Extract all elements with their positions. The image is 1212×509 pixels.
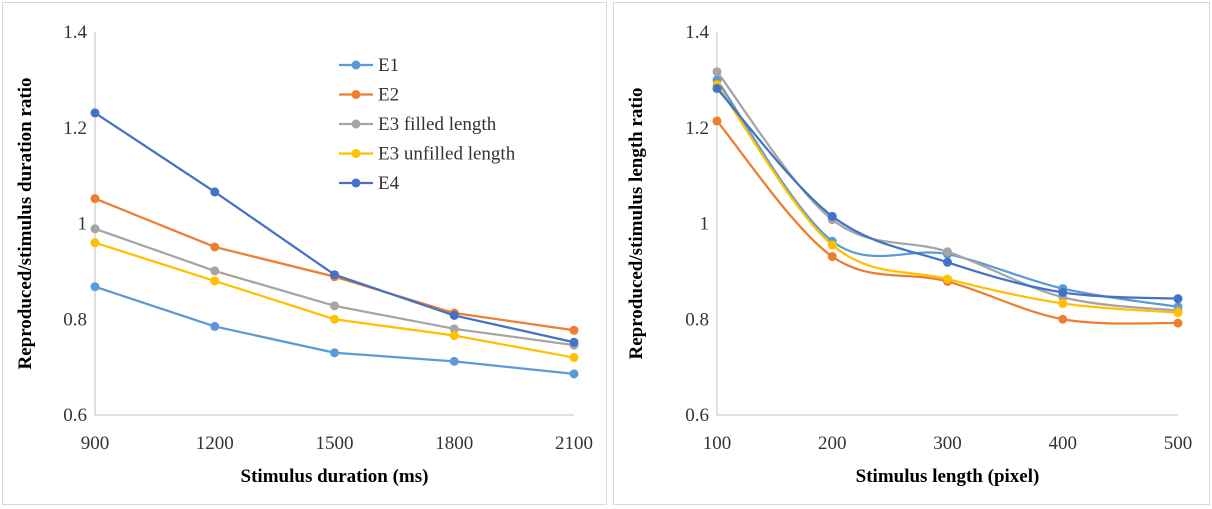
data-point [90, 224, 100, 234]
legend-swatch-marker [351, 90, 361, 99]
legend-swatch-marker [351, 119, 361, 129]
y-tick-label: 1.4 [63, 22, 87, 43]
legend-item-e1: E1 [339, 55, 399, 76]
data-point [943, 274, 952, 284]
data-point [210, 321, 220, 331]
y-tick-label: 0.8 [685, 309, 709, 330]
legend-swatch-marker [351, 149, 361, 158]
data-point [330, 314, 339, 324]
length-ratio-chart: 0.6 0.8 1 1.2 1.4 100 200 300 400 500 Stimulus len… [626, 22, 1193, 487]
data-point [1173, 294, 1183, 304]
data-point [827, 211, 837, 221]
data-point [827, 252, 837, 262]
legend-item-e2: E2 [339, 85, 399, 106]
series-line [716, 79, 1179, 308]
data-point [943, 247, 952, 257]
data-point [1173, 308, 1183, 318]
x-tick-label: 500 [1164, 433, 1193, 454]
x-tick-label: 400 [1049, 433, 1078, 454]
data-point [1058, 287, 1068, 297]
series-line [716, 71, 1179, 312]
x-tick-label: 200 [818, 433, 847, 454]
data-point [330, 348, 339, 358]
x-tick-label: 300 [933, 433, 962, 454]
x-tick-label: 2100 [555, 433, 593, 454]
series-e3-filled-length [90, 224, 579, 350]
x-tick-label: 1500 [316, 433, 354, 454]
series-e3-unfilled-length [90, 238, 579, 363]
x-tick-label: 100 [703, 433, 732, 454]
y-tick-label: 0.6 [685, 405, 709, 426]
y-tick-label: 1.4 [685, 22, 709, 43]
series-line [716, 84, 1179, 314]
data-point [449, 324, 459, 334]
data-point [330, 301, 339, 311]
legend-label: E4 [378, 173, 400, 194]
series-e4 [712, 83, 1183, 304]
x-axis-title: Stimulus length (pixel) [856, 466, 1040, 487]
series-line [716, 120, 1179, 325]
x-axis-title: Stimulus duration (ms) [241, 466, 429, 487]
data-point [90, 282, 100, 292]
right-chart-panel: 0.6 0.8 1 1.2 1.4 100 200 300 400 500 Stimulus len… [613, 2, 1210, 505]
data-point [90, 238, 100, 248]
data-point [330, 270, 339, 280]
left-chart-panel: 0.6 0.8 1 1.2 1.4 900 1200 1500 1800 2100 Stimulus… [2, 2, 607, 505]
data-point [569, 325, 579, 335]
series-line [94, 227, 575, 347]
data-point [1173, 318, 1183, 328]
duration-ratio-chart: 0.6 0.8 1 1.2 1.4 900 1200 1500 1800 2100 Stimulus… [15, 22, 593, 487]
data-point [449, 356, 459, 366]
series-line [94, 285, 575, 375]
data-point [449, 331, 459, 341]
legend-item-e3-unfilled-length: E3 unfilled length [339, 144, 516, 165]
series-line [94, 241, 575, 359]
y-tick-label: 0.6 [63, 405, 87, 426]
legend: E1 E2 E3 filled length E3 unfilled length E4 [339, 55, 516, 194]
data-point [712, 116, 722, 126]
series-e4 [90, 108, 579, 347]
legend-swatch-marker [351, 60, 361, 70]
x-tick-label: 1200 [196, 433, 234, 454]
series-e3-unfilled-length [712, 80, 1183, 318]
series-line [716, 87, 1179, 300]
data-point [90, 108, 100, 118]
data-point [210, 187, 220, 197]
legend-item-e4: E4 [339, 173, 400, 194]
y-tick-label: 1.2 [685, 118, 709, 139]
x-tick-label: 1800 [435, 433, 473, 454]
data-point [1058, 314, 1068, 324]
y-tick-label: 1 [78, 214, 88, 235]
series-e1 [90, 282, 579, 379]
y-axis-title: Reproduced/stimulus duration ratio [15, 77, 36, 369]
data-point [943, 257, 952, 267]
data-point [712, 83, 722, 93]
y-tick-label: 0.8 [63, 309, 87, 330]
legend-label: E3 unfilled length [378, 144, 516, 165]
data-point [827, 240, 837, 250]
data-point [569, 337, 579, 347]
data-point [449, 310, 459, 320]
data-point [569, 353, 579, 363]
legend-item-e3-filled-length: E3 filled length [339, 114, 497, 135]
y-tick-label: 1 [700, 214, 710, 235]
y-axis-title: Reproduced/stimulus length ratio [626, 87, 647, 359]
legend-swatch-marker [351, 178, 361, 188]
x-tick-label: 900 [81, 433, 110, 454]
legend-label: E2 [378, 85, 399, 106]
legend-label: E3 filled length [378, 114, 497, 135]
data-point [210, 276, 220, 286]
data-point [569, 369, 579, 379]
data-point [1058, 298, 1068, 308]
legend-label: E1 [378, 55, 399, 76]
data-point [210, 266, 220, 276]
data-point [712, 67, 722, 77]
y-tick-label: 1.2 [63, 118, 87, 139]
data-point [210, 242, 220, 252]
data-point [90, 194, 100, 204]
